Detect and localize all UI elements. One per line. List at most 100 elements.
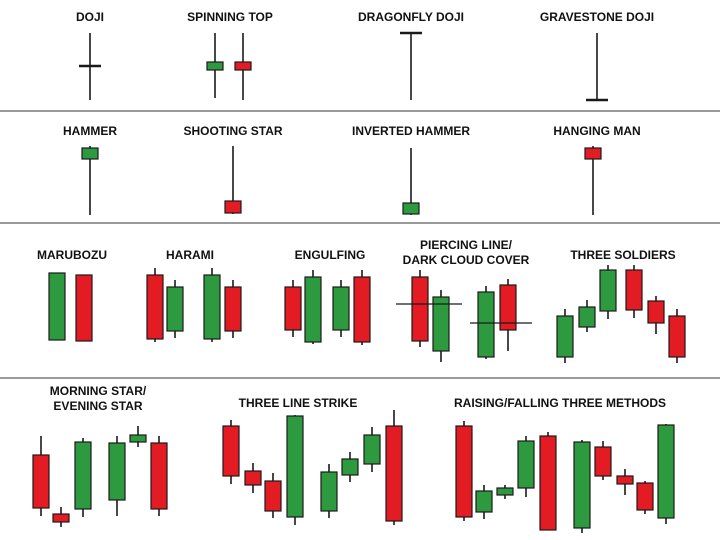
candle-bullish <box>286 415 304 525</box>
candle-body <box>332 286 350 331</box>
candle-bearish <box>234 33 252 100</box>
pattern-label-raising-falling-three-methods: RAISING/FALLING THREE METHODS <box>454 396 666 411</box>
candle-bearish <box>584 146 602 215</box>
candle-body <box>353 276 371 343</box>
pattern-label-line: SHOOTING STAR <box>183 124 283 138</box>
candle-body <box>625 269 643 311</box>
candle-body <box>496 487 514 496</box>
candle-bullish <box>203 268 221 342</box>
candle-bearish <box>52 507 70 527</box>
candle-body <box>385 425 403 522</box>
candle-body <box>234 61 252 71</box>
candle-bearish <box>647 296 665 334</box>
candle-body <box>304 276 322 343</box>
pattern-label-line: HAMMER <box>63 124 117 138</box>
candle-body <box>32 454 50 509</box>
pattern-label-line: MARUBOZU <box>37 248 107 262</box>
pattern-label-line: PIERCING LINE/ <box>419 238 513 252</box>
candle-bearish <box>625 265 643 318</box>
candle-bearish <box>594 441 612 480</box>
pattern-label-line: RAISING/FALLING THREE METHODS <box>453 396 667 410</box>
candle-bullish <box>402 148 420 215</box>
candle-body <box>203 274 221 340</box>
candle-bullish <box>578 300 596 332</box>
pattern-label-line: HANGING MAN <box>553 124 641 138</box>
candle-body <box>150 442 168 510</box>
candle-body <box>573 441 591 529</box>
pattern-label-three-soldiers: THREE SOLDIERS <box>570 248 675 263</box>
candle-body <box>455 425 473 518</box>
candle-body <box>578 306 596 328</box>
candle-bearish <box>499 279 517 351</box>
row-divider <box>0 377 720 379</box>
candle-body <box>594 446 612 477</box>
candle-bullish <box>48 272 66 341</box>
candle-body <box>166 286 184 332</box>
candle-body <box>411 276 429 342</box>
row-divider <box>0 222 720 224</box>
pattern-label-inverted-hammer: INVERTED HAMMER <box>352 124 470 139</box>
candle-body <box>657 424 675 519</box>
pattern-label-three-line-strike: THREE LINE STRIKE <box>239 396 358 411</box>
candle-bullish <box>332 280 350 337</box>
candle-body <box>647 300 665 324</box>
candle-bullish <box>304 270 322 344</box>
candle-body <box>636 482 654 511</box>
candle-doji <box>79 33 101 100</box>
candle-bearish <box>244 463 262 493</box>
candle-bullish <box>363 427 381 472</box>
candle-bearish <box>636 481 654 514</box>
pattern-label-gravestone-doji: GRAVESTONE DOJI <box>540 10 654 25</box>
candle-bullish <box>108 436 126 516</box>
candle-body <box>556 315 574 358</box>
candle-body <box>432 296 450 352</box>
candle-body <box>286 415 304 518</box>
candle-body <box>599 269 617 312</box>
candle-body <box>668 315 686 358</box>
candle-bearish <box>224 146 242 214</box>
candle-bearish <box>222 420 240 484</box>
pattern-label-line: ENGULFING <box>294 248 366 262</box>
pattern-label-line: DARK CLOUD COVER <box>402 253 530 267</box>
candle-body <box>616 475 634 485</box>
candle-bullish <box>432 290 450 362</box>
candle-bearish <box>224 280 242 338</box>
pattern-label-spinning-top: SPINNING TOP <box>187 10 273 25</box>
candle-bearish <box>411 270 429 347</box>
candle-bullish <box>556 309 574 363</box>
candle-bearish <box>146 268 164 342</box>
candle-bearish <box>616 469 634 495</box>
candle-body <box>402 202 420 215</box>
candle-body <box>244 470 262 486</box>
candle-bullish <box>573 440 591 533</box>
pattern-label-line: SPINNING TOP <box>187 10 273 24</box>
candle-bearish <box>668 309 686 363</box>
pattern-label-line: GRAVESTONE DOJI <box>539 10 655 24</box>
candle-body <box>499 284 517 331</box>
pattern-label-line: HARAMI <box>166 248 214 262</box>
candle-bearish <box>284 280 302 337</box>
pattern-label-line: THREE SOLDIERS <box>570 248 676 262</box>
candle-bearish <box>32 436 50 516</box>
pattern-label-doji: DOJI <box>76 10 104 25</box>
candle-body <box>224 286 242 332</box>
candle-body <box>477 291 495 358</box>
candle-bullish <box>341 452 359 482</box>
candle-bullish <box>320 464 338 518</box>
candle-body <box>146 274 164 340</box>
candle-body <box>206 61 224 71</box>
candle-body <box>129 434 147 443</box>
candle-bearish <box>539 432 557 531</box>
pattern-label-line: DOJI <box>75 10 105 24</box>
candle-bullish <box>517 436 535 497</box>
candle-body <box>108 442 126 501</box>
candle-bullish <box>496 485 514 499</box>
candle-bearish <box>455 421 473 521</box>
candle-bearish <box>150 436 168 516</box>
candle-body <box>284 286 302 331</box>
candle-body <box>222 425 240 477</box>
pattern-label-line: EVENING STAR <box>53 399 143 413</box>
candle-doji <box>400 31 422 100</box>
